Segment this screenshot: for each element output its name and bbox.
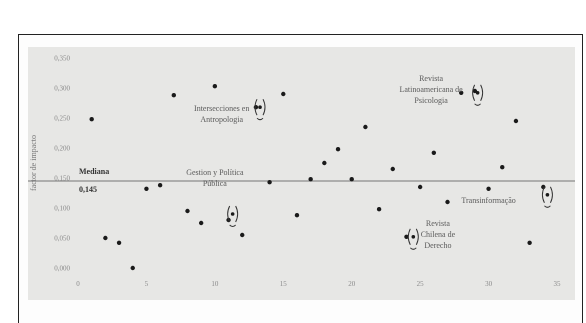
bracket-right (235, 205, 239, 223)
annotation-text: Derecho (424, 241, 451, 250)
data-point (308, 177, 313, 182)
annotation-text: Antropologia (200, 115, 243, 124)
data-point (294, 213, 300, 218)
bracket-point (258, 105, 262, 109)
plot-area (28, 47, 575, 300)
median-label: Mediana (79, 167, 109, 176)
annotation-text: Revista (426, 219, 450, 228)
data-point (103, 235, 108, 241)
data-point (322, 160, 327, 166)
bracket-left (472, 84, 476, 102)
data-point (486, 186, 491, 191)
annotation-text: Revista (419, 74, 443, 83)
data-point (363, 124, 368, 130)
annotation-text: Transinformação (461, 196, 515, 205)
data-point (376, 207, 382, 212)
x-tick-label: 5 (145, 280, 149, 288)
annotation-text: Gestion y Política (186, 168, 244, 177)
y-tick-label: 0,100 (54, 205, 70, 213)
x-tick-label: 10 (211, 280, 219, 288)
data-point (349, 177, 354, 182)
bracket-left (227, 205, 231, 223)
x-tick-label: 15 (280, 280, 288, 288)
bracket-tail (544, 205, 551, 208)
data-point (240, 232, 245, 238)
data-point (116, 240, 122, 245)
data-point (144, 186, 149, 191)
x-tick-label: 0 (76, 280, 80, 288)
annotation-text: Pública (203, 179, 227, 188)
data-point (157, 183, 163, 188)
data-point (431, 150, 437, 155)
x-tick-label: 35 (554, 280, 562, 288)
data-point (527, 240, 532, 245)
bracket-left (254, 98, 258, 116)
y-axis-label: factor de impacto (29, 135, 38, 191)
x-tick-label: 25 (417, 280, 425, 288)
y-tick-label: 0,300 (54, 85, 70, 93)
data-point (335, 147, 341, 152)
y-tick-label: 0,150 (54, 175, 70, 183)
bracket-point (230, 212, 235, 216)
data-point (171, 93, 176, 98)
data-point (212, 84, 218, 89)
bracket-right (480, 84, 484, 102)
x-tick-label: 20 (348, 280, 356, 288)
y-tick-label: 0,000 (54, 265, 70, 273)
data-point (541, 184, 546, 190)
data-point (253, 105, 259, 110)
y-tick-label: 0,250 (54, 115, 70, 123)
bracket-tail (474, 103, 481, 106)
y-tick-label: 0,050 (54, 235, 70, 243)
data-point (130, 265, 135, 271)
y-tick-label: 0,350 (54, 55, 70, 63)
data-point (89, 117, 94, 122)
annotation-text: Intersecciones en (194, 104, 249, 113)
data-point (513, 118, 519, 124)
annotation-text: Psicologia (414, 96, 448, 105)
data-point (445, 199, 450, 205)
bracket-right (262, 98, 266, 116)
data-point (500, 165, 505, 170)
bracket-right (415, 228, 419, 246)
data-point (390, 166, 395, 172)
data-point (281, 91, 286, 97)
bracket-tail (256, 117, 264, 121)
data-point (459, 90, 464, 96)
data-point (185, 208, 190, 214)
data-point (417, 184, 423, 190)
annotation-text: Latinoamericana de (399, 85, 463, 94)
median-value: 0,145 (79, 185, 97, 194)
bracket-point (475, 91, 480, 95)
bracket-tail (229, 224, 237, 227)
bracket-tail (409, 247, 417, 250)
x-tick-label: 30 (485, 280, 493, 288)
bracket-left (407, 228, 411, 246)
bracket-right (549, 186, 553, 204)
annotation-text: Chilena de (421, 230, 456, 239)
data-point (267, 180, 272, 185)
y-tick-label: 0,200 (54, 145, 70, 153)
data-point (404, 234, 409, 239)
bracket-point (411, 235, 416, 239)
bracket-point (545, 193, 550, 197)
bracket-left (541, 186, 545, 204)
data-point (198, 220, 204, 226)
